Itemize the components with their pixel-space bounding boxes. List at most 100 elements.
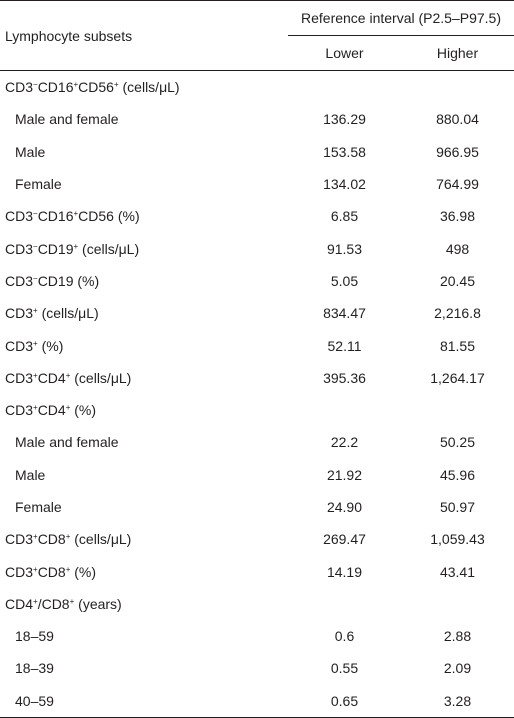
- superscript: +: [65, 403, 71, 413]
- table-row: CD3−CD19+ (cells/μL) 91.53 498: [0, 232, 514, 264]
- label-text: (%): [70, 563, 97, 580]
- table-row: 18–59 0.6 2.88: [0, 620, 514, 652]
- row-label: CD3+ (%): [0, 329, 288, 361]
- label-text: /CD8: [37, 595, 70, 612]
- label-text: CD3: [5, 369, 34, 386]
- lower-value: 834.47: [323, 305, 366, 322]
- lower-value: 136.29: [323, 111, 366, 128]
- table-row: CD3−CD16+CD56 (%) 6.85 36.98: [0, 200, 514, 232]
- lower-value: 22.2: [330, 434, 359, 451]
- label-text: CD16: [37, 79, 74, 96]
- label-text: CD8: [37, 563, 66, 580]
- superscript: +: [33, 532, 38, 542]
- table-header: Lymphocyte subsets Reference interval (P…: [0, 0, 514, 71]
- lower-value: 14.19: [326, 563, 363, 580]
- higher-value: 36.98: [439, 208, 476, 225]
- lower-value: 134.02: [323, 176, 366, 193]
- reference-interval-header: Reference interval (P2.5–P97.5): [288, 0, 514, 36]
- row-label: 18–59: [15, 628, 54, 645]
- table-row: 18–39 0.55 2.09: [0, 652, 514, 684]
- superscript: −: [33, 273, 38, 283]
- row-label: 18–39: [15, 660, 54, 677]
- superscript: +: [113, 80, 119, 90]
- higher-value: 45.96: [439, 466, 476, 483]
- higher-value: 2,216.8: [434, 305, 481, 322]
- label-text: CD3: [5, 240, 34, 257]
- label-text: (cells/μL): [70, 531, 132, 548]
- higher-value: 966.95: [436, 143, 479, 160]
- higher-value: 1,059.43: [430, 531, 485, 548]
- row-label: 40–59: [0, 684, 288, 718]
- row-label: Male: [15, 466, 46, 483]
- label-text: (cells/μL): [37, 305, 99, 322]
- row-label: CD3+CD4+ (%): [0, 394, 288, 426]
- table-row: CD3+CD4+ (cells/μL) 395.36 1,264.17: [0, 362, 514, 394]
- label-text: CD3: [5, 531, 34, 548]
- lower-value: 24.90: [326, 499, 363, 515]
- higher-value: 3.28: [401, 684, 514, 718]
- row-label: CD3+CD8+ (%): [0, 555, 288, 587]
- row-label: CD3+CD4+ (cells/μL): [0, 362, 288, 394]
- superscript: +: [65, 532, 71, 542]
- higher-value: [401, 71, 514, 103]
- lower-value: 0.6: [334, 628, 355, 645]
- higher-value: 2.88: [443, 628, 472, 645]
- higher-value: 2.09: [443, 660, 472, 677]
- lower-value: [288, 394, 401, 426]
- table-row: Male 21.92 45.96: [0, 459, 514, 491]
- row-label: CD3−CD16+CD56+ (cells/μL): [0, 71, 288, 103]
- label-text: CD19: [37, 240, 74, 257]
- label-text: CD3: [5, 402, 34, 419]
- superscript: −: [33, 241, 38, 251]
- table-row: CD3+CD8+ (%) 14.19 43.41: [0, 555, 514, 587]
- row-label: Female: [15, 176, 62, 193]
- higher-value: 43.41: [439, 563, 476, 580]
- superscript: +: [73, 80, 79, 90]
- label-text: (%): [37, 337, 64, 354]
- table-body: CD3−CD16+CD56+ (cells/μL) Male and female…: [0, 71, 514, 718]
- table-row: CD3−CD19 (%) 5.05 20.45: [0, 265, 514, 297]
- superscript: +: [33, 596, 38, 606]
- lower-value: 0.65: [288, 684, 401, 718]
- label-text: CD56: [78, 79, 114, 96]
- superscript: +: [33, 338, 38, 348]
- table-row: Male and female 136.29 880.04: [0, 103, 514, 135]
- label-text: CD4: [37, 369, 66, 386]
- higher-value: 81.55: [439, 337, 476, 354]
- superscript: +: [65, 564, 71, 574]
- label-text: (years): [74, 595, 122, 612]
- lower-value: 5.05: [330, 272, 359, 289]
- label-text: CD3: [5, 79, 34, 96]
- label-text: (cells/μL): [118, 79, 180, 96]
- row-label: CD3−CD19+ (cells/μL): [0, 232, 288, 264]
- lower-value: 269.47: [323, 531, 366, 548]
- higher-value: 1,264.17: [430, 369, 485, 386]
- label-text: CD3: [5, 337, 34, 354]
- stub-header: Lymphocyte subsets: [0, 0, 288, 71]
- row-label: CD3−CD19 (%): [0, 265, 288, 297]
- row-label: CD3+ (cells/μL): [0, 297, 288, 329]
- label-text: CD8: [37, 531, 66, 548]
- higher-value: 498: [445, 240, 470, 257]
- higher-value: 50.97: [439, 499, 476, 515]
- lower-value: 0.55: [330, 660, 359, 677]
- superscript: +: [69, 596, 75, 606]
- label-text: CD4: [5, 595, 34, 612]
- superscript: +: [33, 370, 38, 380]
- table-row: 40–59 0.65 3.28: [0, 684, 514, 718]
- label-text: (cells/μL): [78, 240, 140, 257]
- row-label: Female: [15, 499, 62, 515]
- label-text: CD3: [5, 208, 34, 225]
- table-row: CD3+ (%) 52.11 81.55: [0, 329, 514, 361]
- row-label: Male and female: [15, 434, 119, 451]
- label-text: (%): [70, 402, 97, 419]
- superscript: +: [33, 306, 38, 316]
- superscript: +: [33, 564, 38, 574]
- lower-value: 21.92: [326, 466, 363, 483]
- table-row: CD3+CD8+ (cells/μL) 269.47 1,059.43: [0, 523, 514, 555]
- higher-value: [401, 394, 514, 426]
- label-text: (cells/μL): [70, 369, 132, 386]
- higher-value: 50.25: [439, 434, 476, 451]
- row-label: Male: [15, 143, 46, 160]
